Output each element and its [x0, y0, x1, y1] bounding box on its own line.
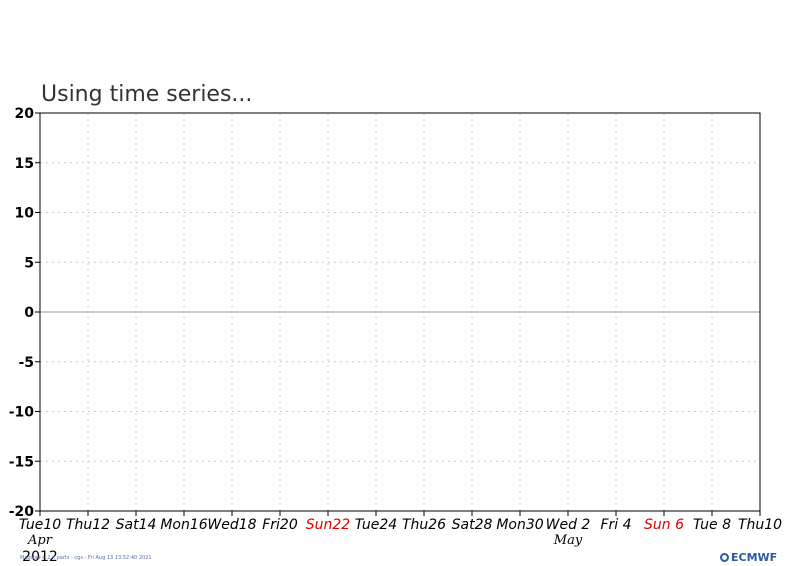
- x-tick-label: Sun 6: [644, 517, 684, 533]
- x-tick-label: Sat14: [116, 517, 157, 533]
- y-tick-label: 15: [15, 156, 34, 172]
- y-tick-label: -10: [9, 405, 35, 421]
- month-label: May: [553, 533, 583, 548]
- x-tick-label: Fri20: [262, 517, 298, 533]
- chart-title: Using time series...: [41, 82, 252, 107]
- y-tick-label: 5: [24, 255, 34, 271]
- ecmwf-logo-icon: [720, 553, 729, 562]
- x-tick-label: Sun22: [306, 517, 351, 533]
- x-tick-label: Wed18: [207, 517, 256, 533]
- x-tick-label: Tue 8: [693, 517, 731, 533]
- x-tick-label: Wed 2: [546, 517, 591, 533]
- x-tick-label: Thu10: [738, 517, 782, 533]
- x-axis: Tue10 Thu12 Sat14 Mon16 Wed18 Fri20 Sun22 Tue24…: [19, 511, 782, 565]
- x-tick-label: Thu12: [66, 517, 110, 533]
- month-label: Apr: [27, 533, 53, 548]
- y-tick-label: -20: [9, 504, 35, 520]
- ecmwf-logo: ECMWF: [720, 551, 777, 564]
- x-tick-label: Mon16: [160, 517, 207, 533]
- x-tick-label: Tue10: [19, 517, 62, 533]
- y-axis: 20 15 10 5 0 -5 -10 -15 -20: [9, 106, 40, 520]
- y-tick-label: 20: [15, 106, 35, 122]
- x-tick-label: Fri 4: [600, 517, 631, 533]
- y-tick-label: 10: [15, 206, 35, 222]
- x-tick-label: Thu26: [402, 517, 446, 533]
- ecmwf-logo-text: ECMWF: [731, 551, 778, 564]
- y-tick-label: -5: [18, 355, 34, 371]
- x-tick-label: Mon30: [496, 517, 543, 533]
- y-tick-label: -15: [9, 454, 34, 470]
- year-label: 2012: [22, 549, 58, 565]
- x-tick-label: Sat28: [452, 517, 493, 533]
- y-tick-label: 0: [24, 305, 34, 321]
- footer-credit: Magics++ 2.x parts - cgs - Fri Aug 13 13…: [20, 555, 152, 561]
- x-tick-label: Tue24: [355, 517, 397, 533]
